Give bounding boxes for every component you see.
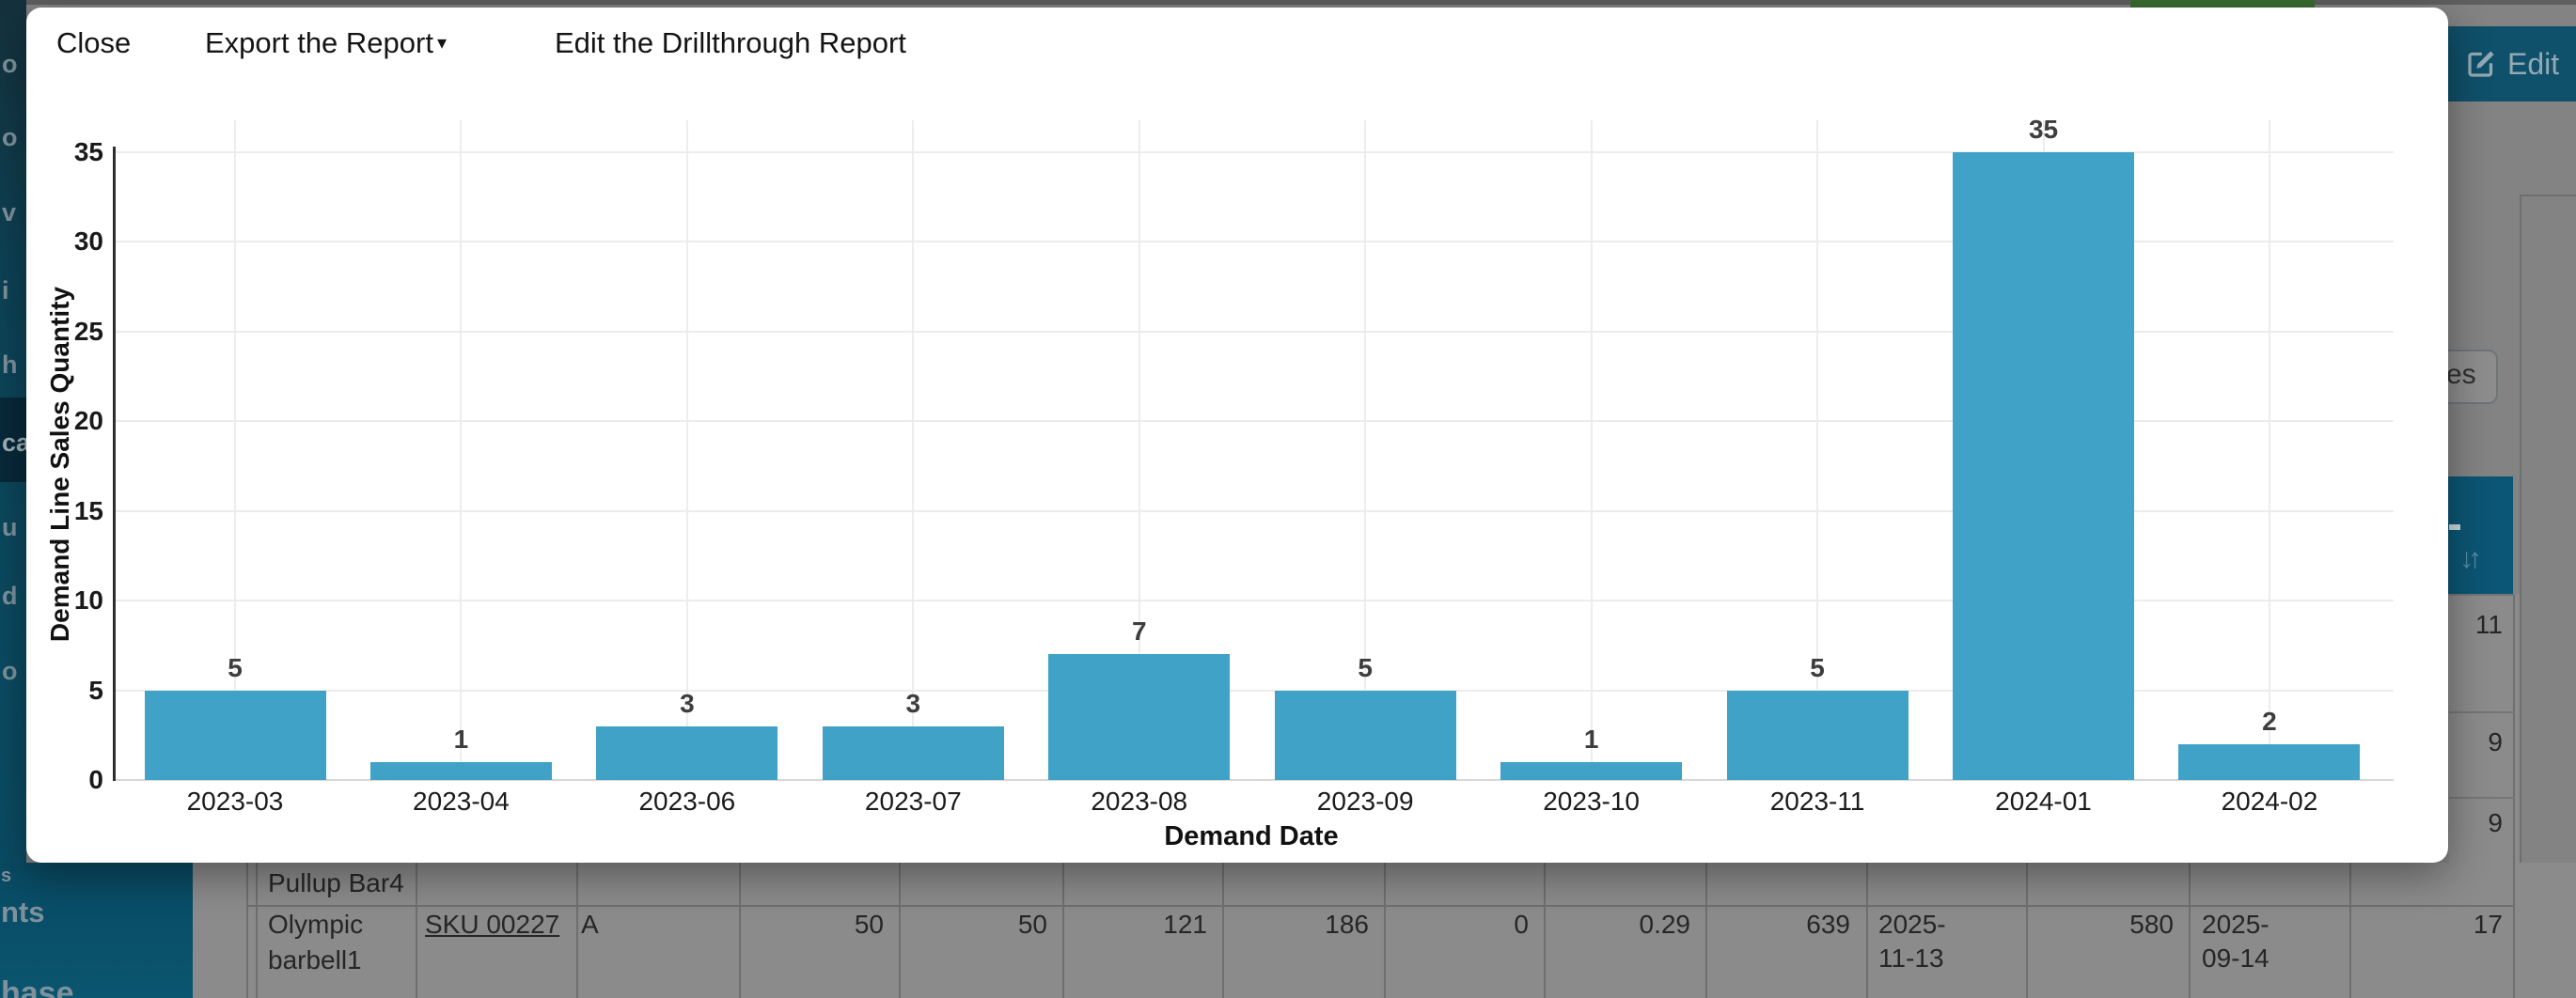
bar-2023-06[interactable]	[596, 726, 778, 780]
x-tick-label: 2024-01	[1931, 786, 2157, 818]
y-tick-label: 0	[0, 764, 103, 796]
bar-2024-02[interactable]	[2178, 744, 2360, 780]
screen: oovihcaudo sntshase Edit es ↓↑ 119950501…	[0, 0, 2576, 998]
bar-value-label: 5	[1290, 652, 1440, 684]
y-axis-line	[113, 147, 116, 781]
y-tick-label: 30	[0, 226, 103, 257]
bar-2024-01[interactable]	[1953, 152, 2134, 780]
y-tick-label: 25	[0, 316, 103, 348]
gridline-vertical	[1591, 120, 1593, 780]
y-tick-label: 10	[0, 585, 103, 616]
bar-2023-10[interactable]	[1500, 762, 1682, 780]
bar-value-label: 3	[612, 688, 762, 720]
x-tick-label: 2023-07	[800, 786, 1026, 818]
bar-chart: Demand Date Demand Line Sales Quantity 0…	[0, 0, 2576, 998]
bar-value-label: 2	[2194, 706, 2345, 738]
x-tick-label: 2023-08	[1027, 786, 1252, 818]
bar-2023-08[interactable]	[1048, 654, 1230, 780]
bar-value-label: 35	[1969, 114, 2119, 146]
gridline-vertical	[2269, 120, 2270, 780]
y-tick-label: 35	[0, 136, 103, 168]
bar-value-label: 7	[1064, 616, 1215, 647]
x-tick-label: 2024-02	[2157, 786, 2382, 818]
bar-2023-07[interactable]	[823, 726, 1004, 780]
bar-value-label: 3	[838, 688, 988, 720]
gridline-vertical	[460, 120, 462, 780]
x-tick-label: 2023-09	[1252, 786, 1478, 818]
x-tick-label: 2023-06	[574, 786, 800, 818]
bar-value-label: 5	[1742, 652, 1893, 684]
y-tick-label: 15	[0, 495, 103, 527]
bar-2023-11[interactable]	[1727, 691, 1908, 780]
bar-value-label: 5	[160, 652, 310, 684]
bar-value-label: 1	[385, 724, 536, 756]
x-tick-label: 2023-10	[1479, 786, 1704, 818]
y-tick-label: 20	[0, 405, 103, 437]
gridline-vertical	[686, 120, 688, 780]
y-tick-label: 5	[0, 675, 103, 707]
x-tick-label: 2023-11	[1704, 786, 1930, 818]
bar-value-label: 1	[1516, 724, 1667, 756]
bar-2023-04[interactable]	[370, 762, 552, 780]
x-tick-label: 2023-03	[122, 786, 348, 818]
x-tick-label: 2023-04	[348, 786, 573, 818]
x-axis-title: Demand Date	[1063, 821, 1439, 852]
gridline-vertical	[912, 120, 914, 780]
bar-2023-09[interactable]	[1275, 691, 1456, 780]
bar-2023-03[interactable]	[145, 691, 326, 780]
